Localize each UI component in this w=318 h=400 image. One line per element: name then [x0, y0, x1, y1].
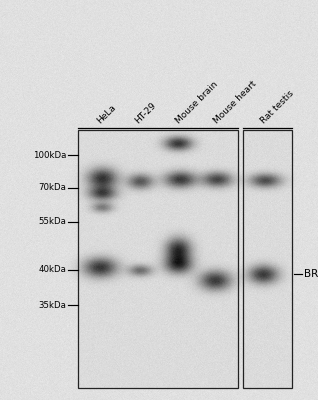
Text: BRE: BRE: [304, 269, 318, 279]
Text: 35kDa: 35kDa: [38, 300, 66, 310]
Bar: [243, 130, 292, 388]
Text: 70kDa: 70kDa: [38, 184, 66, 192]
Text: 100kDa: 100kDa: [33, 150, 66, 160]
Text: Mouse brain: Mouse brain: [174, 79, 219, 125]
Text: 55kDa: 55kDa: [38, 218, 66, 226]
Bar: [78, 130, 238, 388]
Text: HT-29: HT-29: [134, 100, 158, 125]
Text: Mouse heart: Mouse heart: [212, 79, 258, 125]
Text: HeLa: HeLa: [96, 102, 118, 125]
Text: Rat testis: Rat testis: [259, 88, 295, 125]
Text: 40kDa: 40kDa: [38, 266, 66, 274]
